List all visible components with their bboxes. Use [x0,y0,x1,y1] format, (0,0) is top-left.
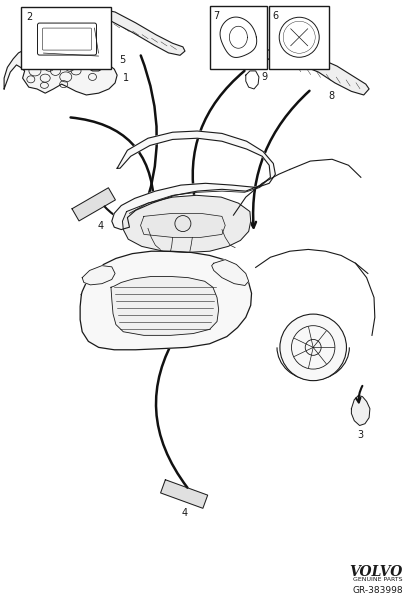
Bar [21,7,111,69]
Text: GENUINE PARTS: GENUINE PARTS [353,577,403,582]
Bar [210,6,267,69]
Polygon shape [141,213,225,237]
Polygon shape [161,480,208,508]
Text: VOLVO: VOLVO [349,565,403,579]
Polygon shape [258,48,369,95]
Text: 2: 2 [27,12,33,22]
Text: 5: 5 [119,55,125,66]
Polygon shape [82,266,115,285]
Text: 6: 6 [272,11,279,21]
Text: 4: 4 [98,221,104,231]
Polygon shape [84,9,185,55]
Polygon shape [72,188,115,221]
Polygon shape [122,195,251,252]
Text: 8: 8 [329,91,335,102]
Polygon shape [351,395,370,426]
Text: 7: 7 [213,11,219,21]
Text: 3: 3 [358,430,364,440]
Text: GR-383998: GR-383998 [352,586,403,595]
Text: 4: 4 [181,508,187,518]
Polygon shape [112,131,275,230]
Polygon shape [4,49,117,95]
Text: 9: 9 [261,72,267,82]
Circle shape [280,314,346,380]
Text: 1: 1 [122,73,129,83]
Polygon shape [111,276,219,335]
Polygon shape [212,260,249,285]
Polygon shape [80,251,252,350]
Bar [269,6,329,69]
